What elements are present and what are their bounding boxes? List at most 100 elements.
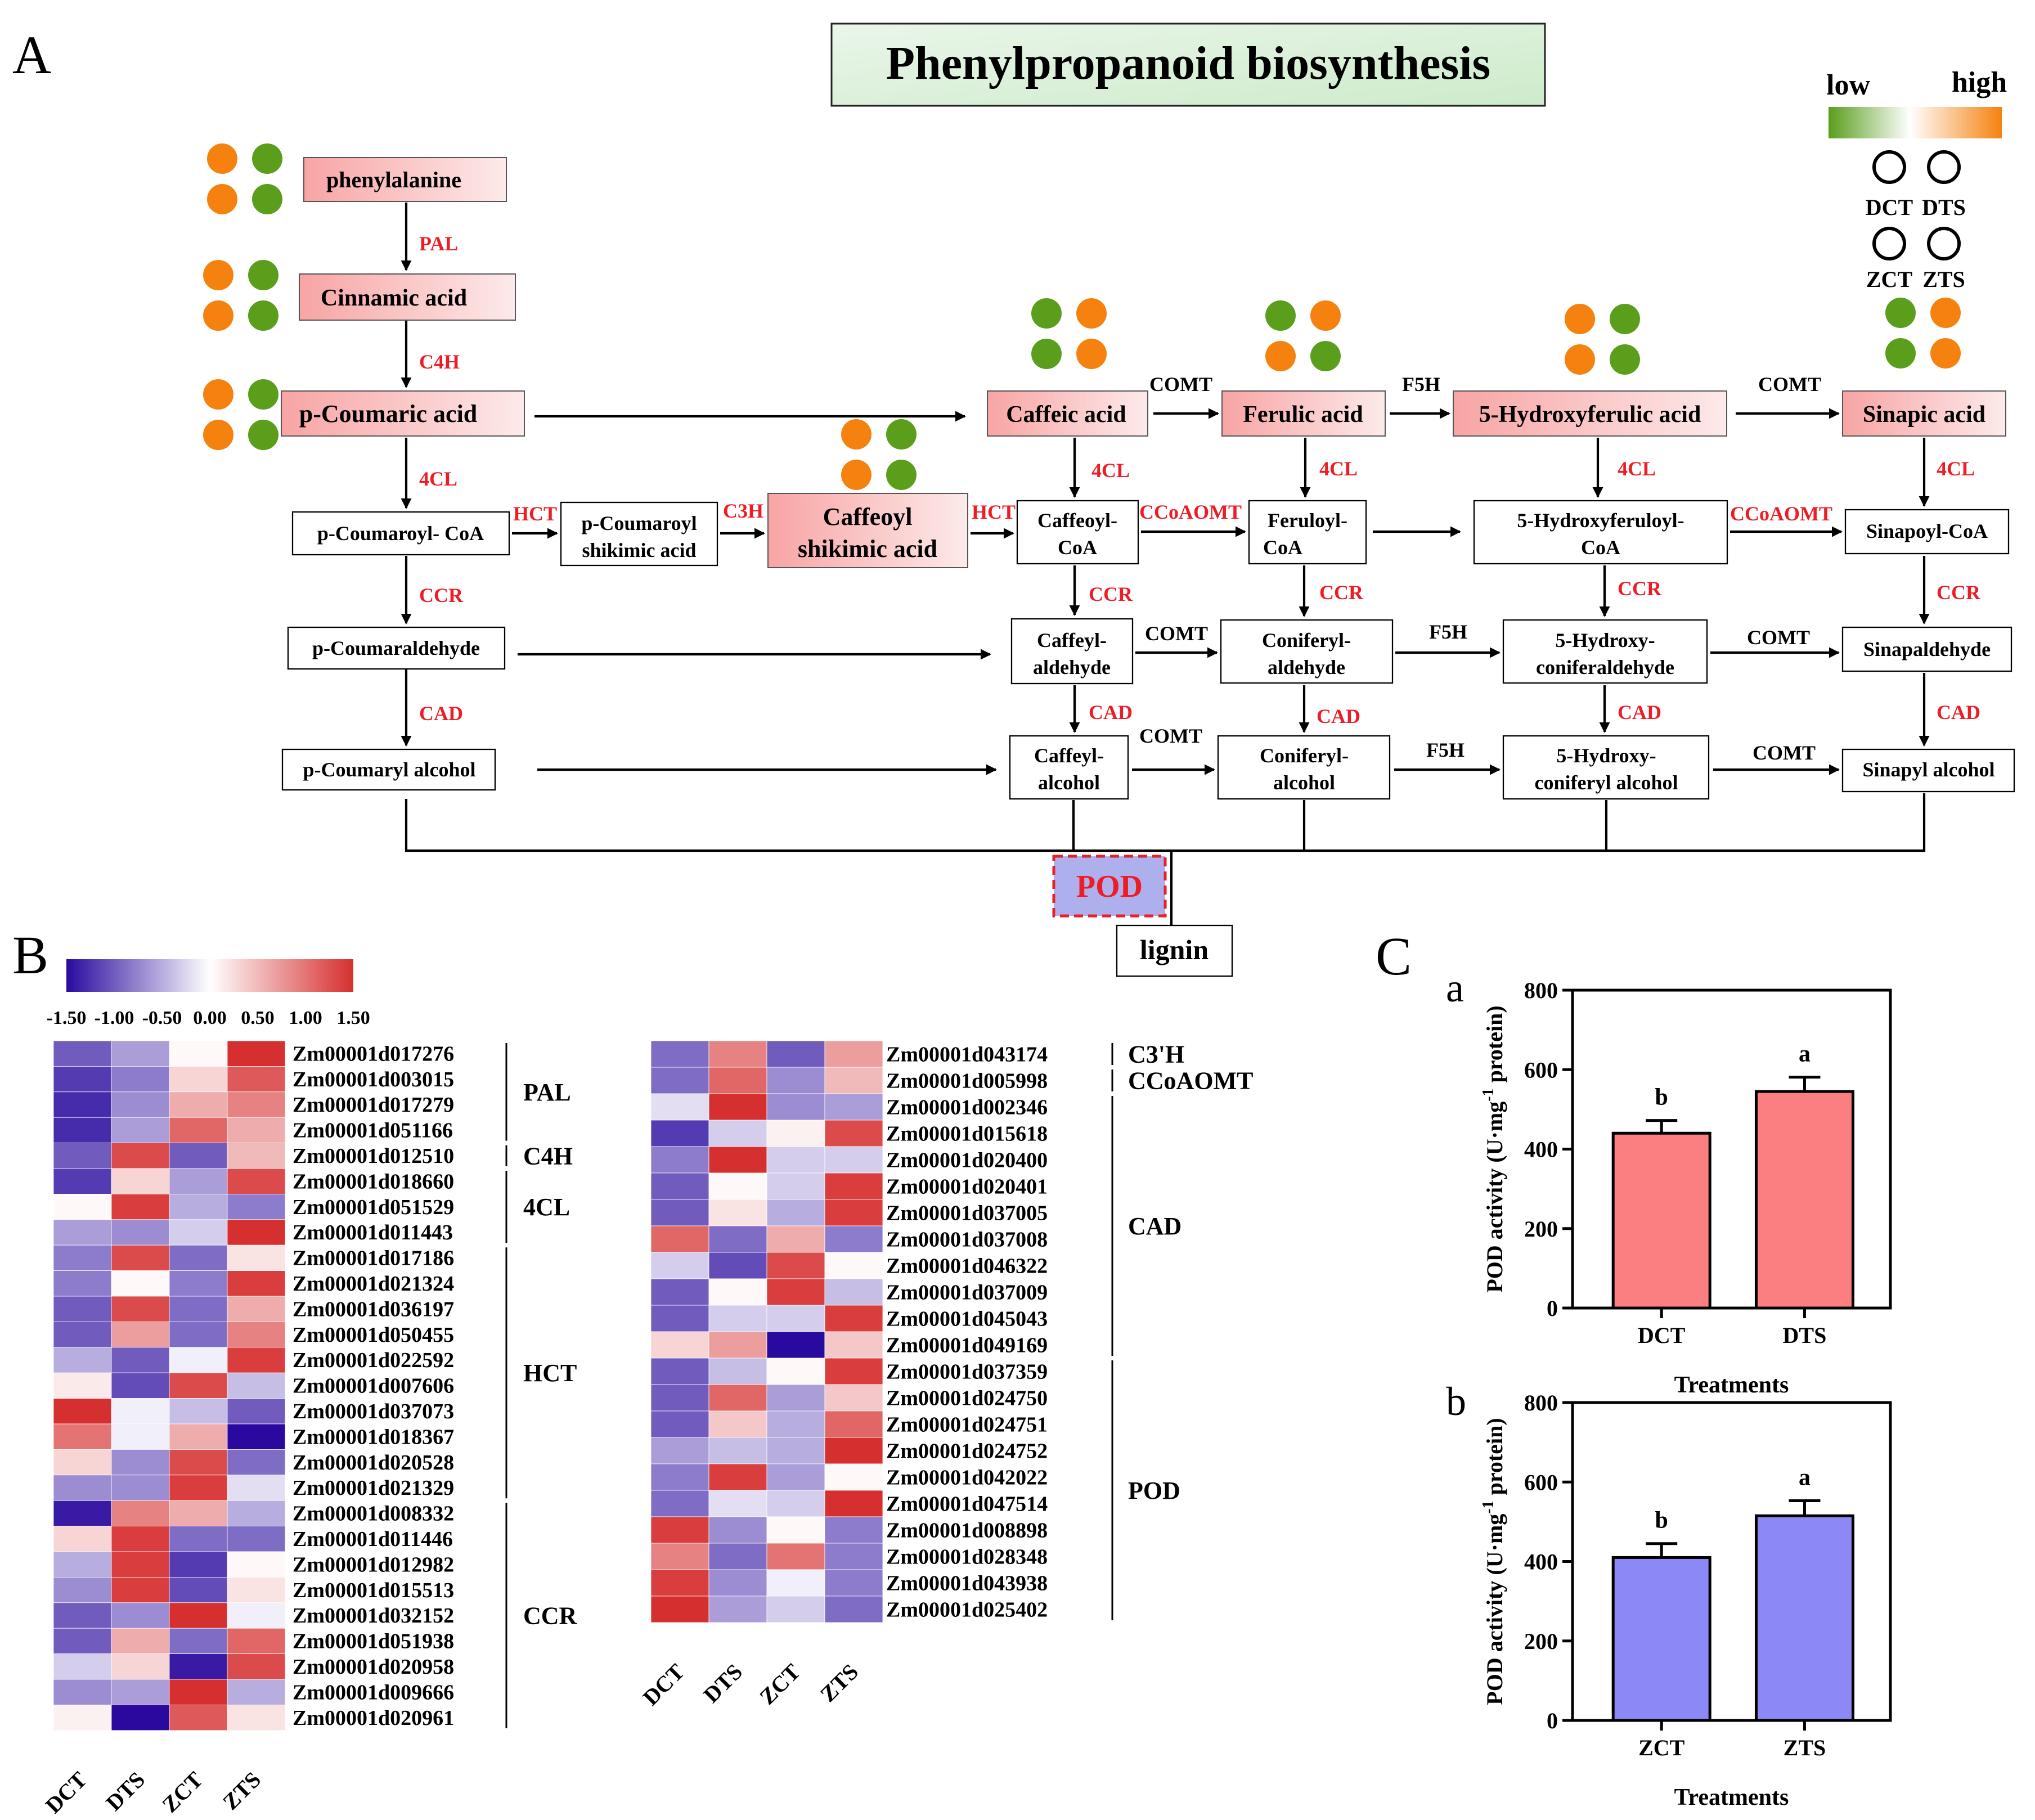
heatmap-cell: [111, 1449, 170, 1476]
dot-group-phenylalanine: [207, 143, 282, 214]
heatmap-cell: [708, 1252, 767, 1279]
heatmap-cell: [169, 1526, 228, 1552]
node-caffeoyl-coa-line1: Caffeoyl-: [1037, 509, 1117, 532]
heatmap-cell: [169, 1219, 228, 1246]
heatmap-cell: [766, 1120, 825, 1147]
heatmap-cell: [53, 1500, 112, 1526]
heatmap-gene-label: Zm00001d012510: [293, 1144, 454, 1168]
pod-box: [1052, 855, 1167, 918]
heatmap-cell: [766, 1225, 825, 1253]
heatmap-cell: [227, 1347, 286, 1373]
heatmap-gene-label: Zm00001d043174: [886, 1043, 1048, 1067]
metabolite-phenylalanine: phenylalanine: [326, 167, 461, 192]
node-caffeyl-aldehyde-line2: aldehyde: [1033, 656, 1111, 678]
heatmap-cell: [227, 1296, 286, 1322]
heatmap-column-label: DTS: [101, 1767, 150, 1815]
heatmap-cell: [766, 1358, 825, 1385]
y-tick-label: 0: [1547, 1708, 1558, 1733]
heatmap-cell: [53, 1653, 112, 1680]
enzyme-c3h: C3H: [723, 500, 763, 522]
heatmap-gene-label: Zm00001d037005: [886, 1202, 1048, 1225]
heatmap-cell: [824, 1120, 883, 1147]
heatmap-cell: [766, 1278, 825, 1306]
pod-label: POD: [1076, 869, 1143, 904]
node-box-hydroxy-coniferyl-alcohol: [1502, 735, 1710, 800]
expression-dot-zct: [1031, 339, 1062, 369]
heatmap-cell: [824, 1569, 883, 1597]
expression-dot-dct: [1565, 304, 1595, 334]
heatmap-gene-label: Zm00001d051166: [293, 1119, 453, 1143]
bar-chart-b: 0 200 400 600 800 b ZCT a ZTS Treatments POD activ…: [1480, 1390, 1892, 1810]
y-tick-label: 800: [1524, 978, 1558, 1003]
heatmap-cell: [111, 1576, 170, 1603]
heatmap-gene-label: Zm00001d017186: [293, 1247, 454, 1270]
heatmap-cell: [824, 1410, 883, 1438]
heatmap-cell: [111, 1475, 170, 1501]
heatmap-cell: [169, 1551, 228, 1578]
significance-letter: b: [1655, 1085, 1668, 1111]
node-p-coumaroyl-coa: p-Coumaroyl- CoA: [317, 522, 484, 545]
heatmap-gene-label: Zm00001d045043: [886, 1307, 1048, 1331]
heatmap-cell: [111, 1040, 170, 1067]
node-p-coumaroyl-shikimic-line2: shikimic acid: [582, 539, 696, 561]
heatmap-cell: [227, 1602, 286, 1629]
heatmap-group-label: POD: [1128, 1477, 1180, 1504]
x-tick-label: DCT: [1638, 1323, 1686, 1348]
node-caffeoyl-coa-line2: CoA: [1058, 536, 1097, 559]
heatmap-cell: [824, 1516, 883, 1544]
heatmap-cell: [53, 1398, 112, 1424]
heatmap-gene-label: Zm00001d017276: [293, 1042, 454, 1066]
heatmap-cell: [824, 1278, 883, 1306]
heatmap-cell: [824, 1463, 883, 1491]
heatmap-gene-label: Zm00001d017279: [293, 1093, 454, 1117]
node-box-p-coumaraldehyde: [287, 626, 506, 670]
enzyme-f5h-3: F5H: [1426, 739, 1465, 761]
legend-sample-zct-icon: [1872, 227, 1906, 260]
heatmap-cell: [650, 1120, 709, 1147]
heatmap-left: Zm00001d017276Zm00001d003015Zm00001d0172…: [41, 1040, 578, 1818]
legend-sample-zts-icon: [1927, 227, 1961, 260]
heatmap-gene-label: Zm00001d020958: [293, 1655, 454, 1679]
node-hydroxy-coniferaldehyde-line2: coniferaldehyde: [1536, 656, 1674, 678]
x-tick-label: ZTS: [1784, 1735, 1826, 1760]
heatmap-cell: [111, 1296, 170, 1322]
enzyme-4cl-2: 4CL: [1091, 459, 1130, 482]
heatmap-cell: [169, 1091, 228, 1118]
heatmap-cell: [227, 1500, 286, 1526]
enzyme-cad-2: CAD: [1089, 701, 1133, 723]
heatmap-cell: [708, 1225, 767, 1253]
heatmap-cell: [824, 1305, 883, 1332]
heatmap-cell: [169, 1040, 228, 1067]
heatmap-cell: [650, 1093, 709, 1121]
heatmap-cell: [824, 1543, 883, 1570]
heatmap-cell: [53, 1449, 112, 1476]
node-coniferyl-alcohol-line1: Coniferyl-: [1260, 744, 1349, 767]
metabolite-box-cinnamic-acid: [299, 273, 516, 321]
heatmap-cell: [766, 1331, 825, 1359]
heatmap-cell: [708, 1120, 767, 1147]
heatmap-gene-label: Zm00001d024750: [886, 1387, 1048, 1410]
node-box-coniferyl-alcohol: [1217, 735, 1391, 800]
y-tick-label: 0: [1547, 1296, 1558, 1321]
heatmap-cell: [53, 1040, 112, 1067]
heatmap-gene-label: Zm00001d043938: [886, 1572, 1048, 1596]
enzyme-ccr-5: CCR: [1937, 581, 1981, 604]
heatmap-cell: [708, 1278, 767, 1306]
significance-letter: a: [1799, 1041, 1811, 1067]
heatmap-gene-label: Zm00001d005998: [886, 1069, 1048, 1093]
heatmap-cell: [650, 1543, 709, 1570]
bar-zct: [1611, 1556, 1711, 1722]
enzyme-ccoaomt-2: CCoAOMT: [1730, 502, 1832, 525]
heatmap-cell: [111, 1117, 170, 1143]
heatmap-cell: [169, 1679, 228, 1705]
heatmap-cell: [227, 1551, 286, 1578]
heatmap-cell: [650, 1199, 709, 1226]
heatmap-gene-label: Zm00001d037073: [293, 1400, 454, 1423]
heatmap-cell: [708, 1437, 767, 1464]
heatmap-cell: [53, 1219, 112, 1246]
node-sinapoyl-coa: Sinapoyl-CoA: [1866, 520, 1988, 542]
heatmap-cell: [824, 1067, 883, 1094]
heatmap-cell: [824, 1490, 883, 1517]
expression-dot-zts: [1310, 341, 1341, 371]
